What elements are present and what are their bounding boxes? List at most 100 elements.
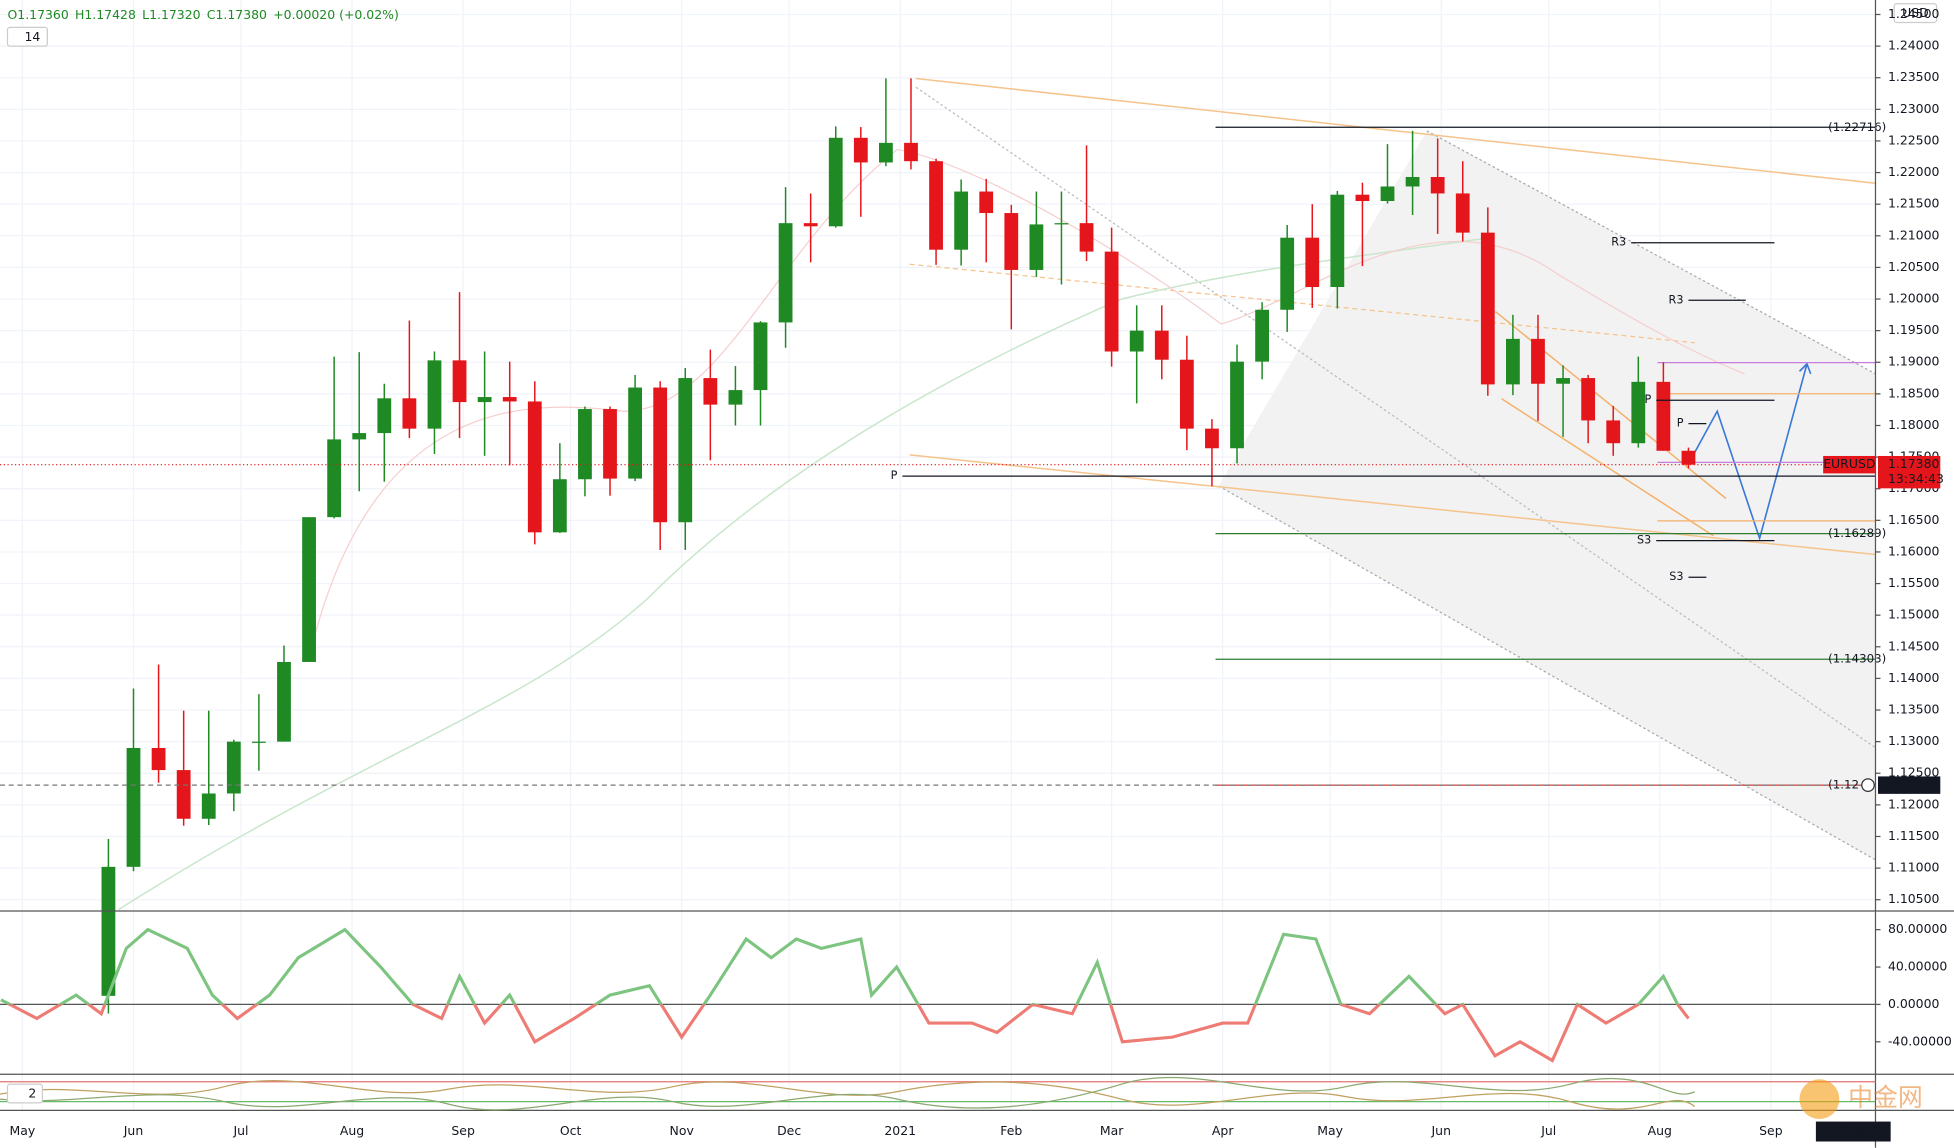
candle-body	[1255, 309, 1270, 362]
oscillator-line-up	[0, 927, 1680, 1005]
osc-y-tick-label: 80.00000	[1888, 921, 1947, 936]
candle-body	[101, 866, 116, 996]
x-tick-label: Nov	[670, 1123, 694, 1138]
y-tick-label: 1.23000	[1888, 101, 1940, 116]
candle-body	[502, 397, 517, 402]
indicator-label: 14	[24, 29, 40, 44]
candle-body	[1405, 176, 1420, 187]
indicator-badge[interactable]	[6, 1083, 43, 1104]
y-tick-label: 1.12500	[1888, 765, 1940, 780]
osc-y-tick-label: -40.00000	[1888, 1033, 1952, 1048]
indicator-badge[interactable]	[6, 26, 48, 47]
candle-body	[828, 137, 843, 227]
oscillator-line	[0, 1080, 1696, 1110]
y-tick-label: 1.10500	[1888, 891, 1940, 906]
oscillator-line	[0, 1076, 1696, 1111]
x-tick-label: Dec	[777, 1123, 801, 1138]
pivot-label: S3	[1669, 570, 1683, 583]
x-tick-label: Aug	[340, 1123, 364, 1138]
candle-body	[126, 747, 141, 867]
y-tick-label: 1.16500	[1888, 512, 1940, 527]
candle-body	[327, 439, 342, 518]
candle-body	[1480, 232, 1495, 385]
candle-body	[452, 360, 467, 403]
ohlc-header: O1.17360 H1.17428 L1.17320 C1.17380 +0.00020…	[7, 6, 398, 21]
candle-body	[1430, 176, 1445, 194]
y-tick-label: 1.20000	[1888, 291, 1940, 306]
candles	[101, 78, 1696, 1014]
candle-body	[1205, 428, 1219, 449]
x-tick-label: Mar	[1100, 1123, 1124, 1138]
y-tick-label: 1.22500	[1888, 132, 1940, 147]
candle-body	[1179, 359, 1194, 429]
countdown-label: 13:34:43	[1888, 471, 1944, 486]
x-tick-label: Sep	[1759, 1123, 1783, 1138]
currency-button[interactable]	[1893, 3, 1938, 24]
y-tick-label: 1.22000	[1888, 164, 1940, 179]
candle-body	[352, 433, 367, 440]
channel	[1218, 130, 1876, 860]
osc-y-tick-label: 0.00000	[1888, 996, 1940, 1011]
candle-body	[1380, 186, 1395, 202]
y-tick-label: 1.15500	[1888, 575, 1940, 590]
candle-body	[1631, 381, 1646, 444]
cursor-date-tag	[1815, 1121, 1891, 1142]
x-tick-label: Aug	[1648, 1123, 1672, 1138]
trend-line	[915, 77, 1876, 184]
candle-body	[678, 378, 693, 523]
candle-body	[477, 397, 492, 403]
currency-label: USD	[1902, 5, 1929, 20]
trend-line	[1501, 398, 1714, 537]
osc-y-tick-label: 40.00000	[1888, 959, 1947, 974]
candle-body	[402, 398, 417, 429]
y-tick-label: 1.23500	[1888, 69, 1940, 84]
candle-body	[1506, 338, 1520, 385]
candle-body	[176, 770, 191, 819]
overlay: (1.22716)(1.16289)(1.14303)(1.12R3R3PPPS…	[0, 120, 1886, 792]
level-label: (1.14303)	[1828, 652, 1886, 666]
y-tick-label: 1.21000	[1888, 227, 1940, 242]
candle-body	[879, 142, 893, 163]
candle-body	[1004, 213, 1019, 270]
level-label: (1.16289)	[1828, 526, 1886, 540]
last-price-tag	[1877, 455, 1941, 489]
pivot-label: P	[1677, 417, 1684, 430]
cursor-date-label: 24 Sep '21	[1820, 1123, 1887, 1138]
indicator-label: 2	[28, 1086, 36, 1101]
x-tick-label: Apr	[1212, 1123, 1234, 1138]
moving-average	[117, 236, 1496, 911]
candle-body	[603, 409, 617, 479]
ohlc-value: H1.17428	[75, 6, 136, 21]
candle-body	[427, 360, 442, 429]
candle-body	[1681, 450, 1696, 465]
crosshair-add[interactable]	[1861, 778, 1875, 792]
cursor-price-tag	[1877, 776, 1941, 794]
candle-body	[1606, 420, 1621, 444]
x-tick-label: Jul	[1540, 1123, 1556, 1138]
candle-body	[151, 747, 166, 771]
y-tick-label: 1.19500	[1888, 322, 1940, 337]
candle-body	[277, 661, 291, 742]
candle-body	[1355, 194, 1370, 202]
candle-body	[778, 223, 793, 323]
candle-body	[226, 741, 241, 794]
candle-body	[578, 409, 592, 480]
candle-body	[653, 387, 668, 523]
cursor-price-label: 1.12312	[1888, 777, 1940, 792]
pivot-label: P	[1644, 393, 1651, 406]
candle-body	[527, 401, 542, 533]
candle-body	[1230, 361, 1244, 449]
candle-body	[252, 741, 266, 743]
x-tick-label: Jul	[232, 1123, 248, 1138]
projection	[1687, 363, 1808, 542]
moving-average	[310, 148, 1745, 649]
y-tick-label: 1.20500	[1888, 259, 1940, 274]
watermark-logo	[1799, 1079, 1840, 1120]
y-tick-label: 1.18000	[1888, 417, 1940, 432]
pivot-label: R3	[1611, 236, 1626, 249]
projection-arrow	[1798, 362, 1812, 375]
candle-body	[201, 793, 216, 819]
y-tick-label: 1.16000	[1888, 543, 1940, 558]
candle-body	[1330, 194, 1345, 288]
